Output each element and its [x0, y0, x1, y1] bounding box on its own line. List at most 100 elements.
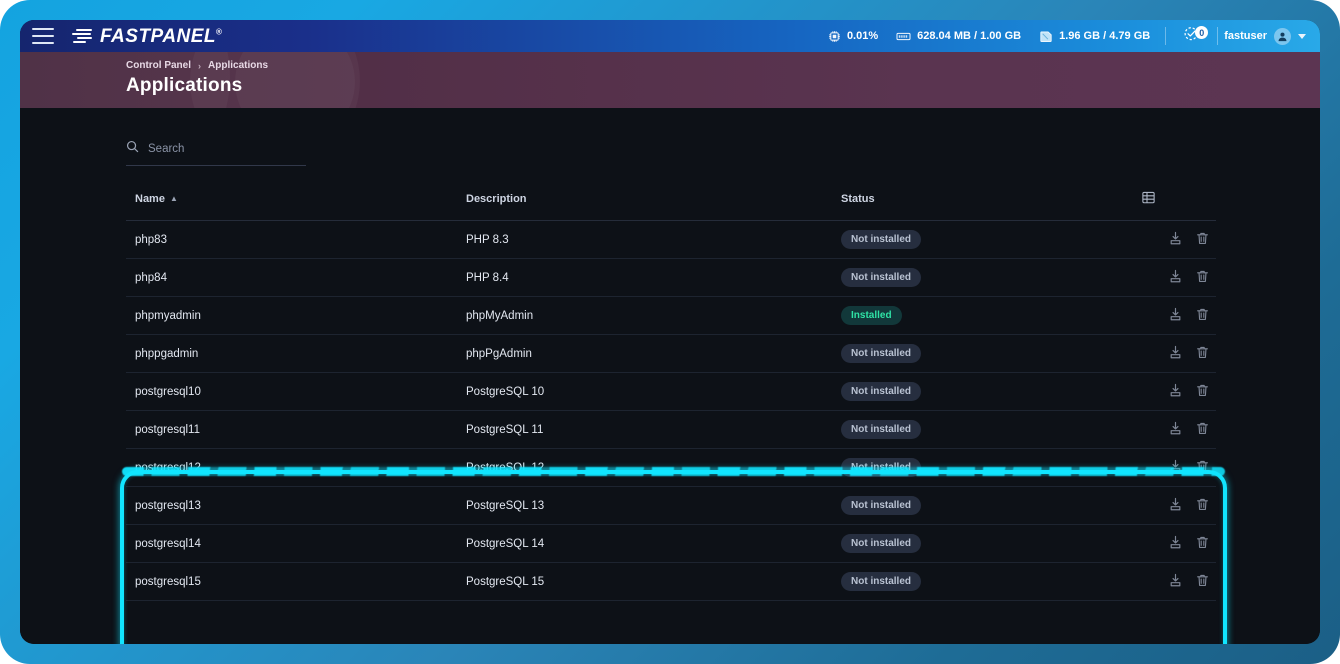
table-row[interactable]: postgresql10 PostgreSQL 10 Not installed — [126, 372, 1216, 411]
cell-app-description: PostgreSQL 13 — [466, 486, 841, 525]
install-download-icon[interactable] — [1168, 345, 1183, 363]
cell-app-name: postgresql15 — [126, 562, 466, 601]
cell-app-name: postgresql11 — [126, 410, 466, 449]
table-body: php83 PHP 8.3 Not installed php84 PHP 8.4 Not… — [126, 220, 1216, 601]
cpu-stat[interactable]: 0.01% — [819, 30, 887, 43]
cell-app-description: PostgreSQL 15 — [466, 562, 841, 601]
table-row[interactable]: phpmyadmin phpMyAdmin Installed — [126, 296, 1216, 335]
brand-name: FASTPANEL® — [100, 25, 223, 47]
cell-row-actions — [1141, 562, 1216, 601]
trash-delete-icon[interactable] — [1195, 307, 1210, 325]
trash-delete-icon[interactable] — [1195, 573, 1210, 591]
install-download-icon[interactable] — [1168, 307, 1183, 325]
cell-row-actions — [1141, 258, 1216, 297]
user-menu[interactable]: fastuser — [1224, 27, 1310, 45]
ram-icon — [896, 30, 911, 43]
table-row[interactable]: postgresql13 PostgreSQL 13 Not installed — [126, 486, 1216, 525]
search-field[interactable] — [126, 140, 306, 166]
cell-app-name: phppgadmin — [126, 334, 466, 373]
trash-delete-icon[interactable] — [1195, 497, 1210, 515]
username-label: fastuser — [1224, 30, 1267, 42]
brand-logo[interactable]: FASTPANEL® — [72, 27, 222, 46]
breadcrumb-control-panel[interactable]: Control Panel — [126, 60, 192, 71]
cell-app-status: Not installed — [841, 372, 1141, 411]
search-icon — [126, 140, 139, 158]
cell-app-status: Not installed — [841, 258, 1141, 297]
hamburger-menu-icon[interactable] — [32, 28, 54, 44]
install-download-icon[interactable] — [1168, 459, 1183, 477]
install-download-icon[interactable] — [1168, 535, 1183, 553]
cpu-value: 0.01% — [846, 30, 879, 42]
ram-value: 628.04 MB / 1.00 GB — [917, 30, 1022, 42]
trash-delete-icon[interactable] — [1195, 269, 1210, 287]
cell-app-status: Not installed — [841, 220, 1141, 259]
install-download-icon[interactable] — [1168, 383, 1183, 401]
column-header-name[interactable]: Name ▲ — [126, 184, 466, 221]
table-row[interactable]: phppgadmin phpPgAdmin Not installed — [126, 334, 1216, 373]
install-download-icon[interactable] — [1168, 497, 1183, 515]
topbar-divider-2 — [1217, 27, 1219, 45]
applications-table: Name ▲ Description Status — [126, 184, 1216, 601]
page-title: Applications — [126, 75, 243, 96]
cell-app-status: Not installed — [841, 448, 1141, 487]
main-content: Name ▲ Description Status — [20, 140, 1320, 644]
notification-count-badge: 0 — [1195, 26, 1209, 39]
install-download-icon[interactable] — [1168, 231, 1183, 249]
cell-app-name: php83 — [126, 220, 466, 259]
cell-app-description: PostgreSQL 12 — [466, 448, 841, 487]
cell-app-name: php84 — [126, 258, 466, 297]
breadcrumb: Control Panel › Applications — [126, 60, 1320, 71]
trash-delete-icon[interactable] — [1195, 459, 1210, 477]
table-row[interactable]: php83 PHP 8.3 Not installed — [126, 220, 1216, 259]
cell-app-status: Not installed — [841, 562, 1141, 601]
table-row[interactable]: postgresql11 PostgreSQL 11 Not installed — [126, 410, 1216, 449]
chevron-down-icon[interactable] — [1298, 33, 1306, 39]
table-row[interactable]: php84 PHP 8.4 Not installed — [126, 258, 1216, 297]
search-input[interactable] — [148, 143, 306, 155]
sort-ascending-icon[interactable]: ▲ — [169, 194, 178, 203]
notifications-button[interactable]: 0 — [1172, 24, 1211, 48]
table-row[interactable]: postgresql14 PostgreSQL 14 Not installed — [126, 524, 1216, 563]
install-download-icon[interactable] — [1168, 573, 1183, 591]
cell-app-status: Not installed — [841, 334, 1141, 373]
cell-row-actions — [1141, 486, 1216, 525]
cell-app-description: PostgreSQL 14 — [466, 524, 841, 563]
cell-app-description: PHP 8.3 — [466, 220, 841, 259]
status-badge: Not installed — [841, 343, 922, 364]
breadcrumb-separator-icon: › — [198, 60, 202, 71]
cell-app-status: Not installed — [841, 410, 1141, 449]
user-avatar-icon — [1274, 27, 1291, 45]
ram-stat[interactable]: 628.04 MB / 1.00 GB — [887, 30, 1030, 43]
app-screen: FASTPANEL® 0.01% — [20, 20, 1320, 644]
breadcrumb-applications[interactable]: Applications — [208, 60, 269, 71]
column-header-status[interactable]: Status — [841, 184, 1141, 221]
trash-delete-icon[interactable] — [1195, 231, 1210, 249]
trash-delete-icon[interactable] — [1195, 535, 1210, 553]
cell-row-actions — [1141, 334, 1216, 373]
column-settings-cell — [1141, 184, 1216, 221]
trash-delete-icon[interactable] — [1195, 383, 1210, 401]
table-row[interactable]: postgresql12 PostgreSQL 12 Not installed — [126, 448, 1216, 487]
registered-trademark-icon: ® — [216, 27, 223, 37]
trash-delete-icon[interactable] — [1195, 421, 1210, 439]
column-header-description[interactable]: Description — [466, 184, 841, 221]
cell-row-actions — [1141, 220, 1216, 259]
cell-app-description: PHP 8.4 — [466, 258, 841, 297]
table-row[interactable]: postgresql15 PostgreSQL 15 Not installed — [126, 562, 1216, 601]
status-badge: Not installed — [841, 533, 922, 554]
install-download-icon[interactable] — [1168, 421, 1183, 439]
status-badge: Installed — [841, 305, 902, 326]
cell-row-actions — [1141, 410, 1216, 449]
cell-app-name: postgresql13 — [126, 486, 466, 525]
disk-stat[interactable]: 1.96 GB / 4.79 GB — [1030, 30, 1159, 43]
cell-row-actions — [1141, 296, 1216, 335]
install-download-icon[interactable] — [1168, 269, 1183, 287]
topbar-divider — [1165, 27, 1167, 45]
trash-delete-icon[interactable] — [1195, 345, 1210, 363]
disk-value: 1.96 GB / 4.79 GB — [1059, 30, 1151, 42]
cell-row-actions — [1141, 448, 1216, 487]
cell-app-name: postgresql14 — [126, 524, 466, 563]
cell-app-status: Installed — [841, 296, 1141, 335]
table-columns-icon[interactable] — [1141, 190, 1156, 208]
